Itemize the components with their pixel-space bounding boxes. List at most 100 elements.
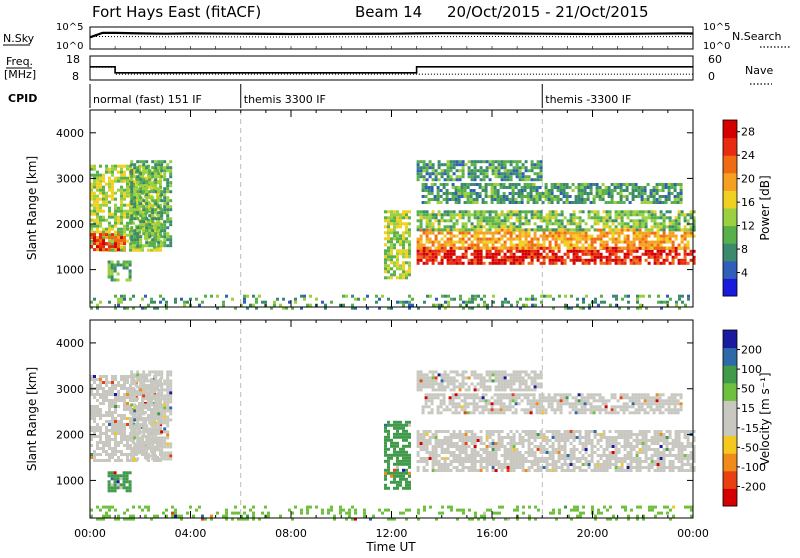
velocity-cell: [93, 429, 96, 432]
power-cell: [420, 229, 423, 232]
velocity-cell: [420, 448, 423, 451]
velocity-cell: [166, 433, 169, 436]
velocity-cell: [486, 451, 489, 454]
power-cell: [558, 238, 561, 241]
power-cell: [675, 301, 678, 304]
velocity-cell: [444, 469, 447, 472]
power-cell: [96, 183, 99, 186]
power-cell: [581, 198, 584, 201]
velocity-cell: [405, 424, 408, 427]
power-cell: [130, 163, 133, 166]
power-cell: [495, 219, 498, 222]
power-cell: [428, 198, 431, 201]
power-cell: [498, 216, 501, 219]
velocity-cell: [426, 439, 429, 442]
power-cell: [142, 169, 145, 172]
power-cell: [579, 256, 582, 259]
power-cell: [154, 187, 157, 190]
power-cell: [462, 244, 465, 247]
power-cell: [548, 201, 551, 204]
velocity-cell: [145, 376, 148, 379]
power-cell: [633, 259, 636, 262]
power-cell: [114, 239, 117, 242]
velocity-cell: [501, 445, 504, 448]
cpid-segment-label: normal (fast) 151 IF: [93, 93, 202, 106]
power-cell: [663, 216, 666, 219]
velocity-cell: [408, 481, 411, 484]
power-cell: [635, 189, 638, 192]
power-cell: [672, 259, 675, 262]
velocity-cell: [546, 436, 549, 439]
velocity-cell: [450, 439, 453, 442]
power-cell: [636, 213, 639, 216]
power-cell: [126, 261, 129, 264]
power-cell: [555, 216, 558, 219]
velocity-cell: [157, 388, 160, 391]
power-cell: [99, 204, 102, 207]
velocity-cell: [492, 439, 495, 442]
power-cell: [441, 163, 444, 166]
velocity-cell: [582, 448, 585, 451]
velocity-cell: [148, 379, 151, 382]
velocity-cell: [492, 469, 495, 472]
power-cell: [555, 222, 558, 225]
power-cell: [684, 304, 687, 307]
power-cell: [486, 210, 489, 213]
velocity-cell: [166, 451, 169, 454]
velocity-cell: [111, 405, 114, 408]
power-cell: [120, 239, 123, 242]
power-cell: [687, 219, 690, 222]
velocity-cell: [105, 414, 108, 417]
power-cell: [453, 235, 456, 238]
power-cell: [130, 202, 133, 205]
velocity-cell: [528, 466, 531, 469]
power-cell: [148, 214, 151, 217]
velocity-cell: [531, 463, 534, 466]
power-cell: [396, 255, 399, 258]
power-cell: [441, 262, 444, 265]
velocity-cell: [486, 448, 489, 451]
power-cell: [606, 225, 609, 228]
velocity-cell: [96, 459, 99, 462]
power-cell: [126, 165, 129, 168]
power-cell: [525, 160, 528, 163]
power-cell: [534, 163, 537, 166]
power-cell: [510, 253, 513, 256]
power-cell: [510, 172, 513, 175]
power-cell: [399, 252, 402, 255]
power-cell: [600, 244, 603, 247]
power-cell: [105, 168, 108, 171]
power-cell: [495, 228, 498, 231]
power-cell: [108, 273, 111, 276]
power-cell: [142, 172, 145, 175]
velocity-cell: [462, 433, 465, 436]
velocity-cell: [111, 447, 114, 450]
velocity-cell: [93, 381, 96, 384]
power-cell: [139, 244, 142, 247]
velocity-cell: [546, 466, 549, 469]
power-cell: [654, 262, 657, 265]
velocity-cell: [423, 439, 426, 442]
velocity-cell: [163, 430, 166, 433]
velocity-cell: [99, 426, 102, 429]
power-cell: [636, 219, 639, 222]
power-cell: [447, 238, 450, 241]
velocity-cell: [142, 427, 145, 430]
power-cell: [642, 238, 645, 241]
power-cell: [576, 238, 579, 241]
power-cell: [423, 301, 426, 304]
power-cell: [678, 210, 681, 213]
power-cell: [163, 244, 166, 247]
power-cell: [393, 255, 396, 258]
radar-title: Fort Hays East (fitACF): [92, 3, 261, 21]
power-cell: [492, 222, 495, 225]
power-cell: [531, 244, 534, 247]
power-cell: [432, 172, 435, 175]
power-cell: [543, 228, 546, 231]
power-cell: [615, 244, 618, 247]
power-cell: [531, 253, 534, 256]
velocity-cell: [136, 379, 139, 382]
velocity-cell: [576, 466, 579, 469]
power-cell: [674, 183, 677, 186]
velocity-cell: [579, 466, 582, 469]
